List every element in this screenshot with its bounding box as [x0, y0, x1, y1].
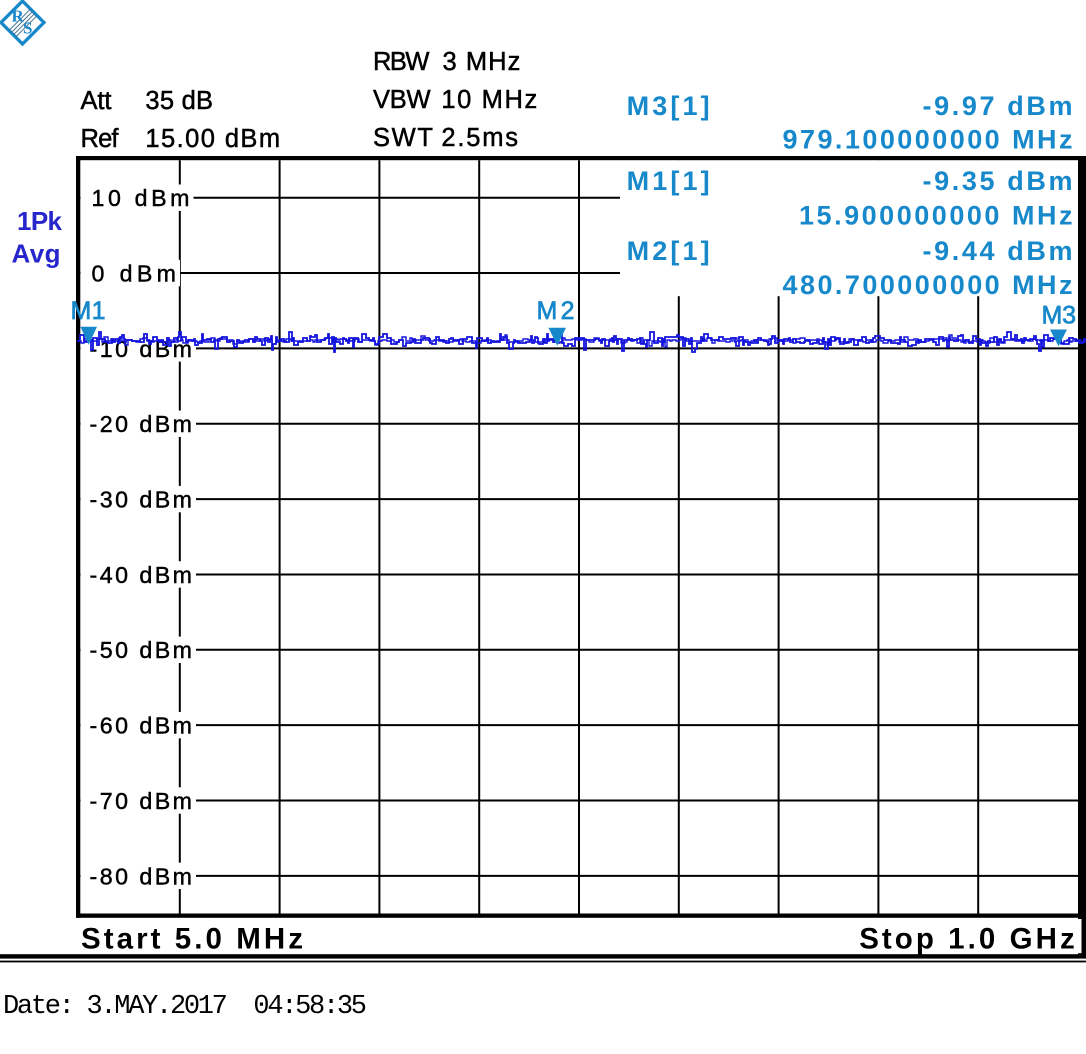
svg-text:15.00 dBm: 15.00 dBm	[145, 125, 280, 153]
svg-text:-9.44 dBm: -9.44 dBm	[923, 236, 1073, 266]
svg-text:-60 dBm: -60 dBm	[90, 713, 193, 739]
svg-text:Stop 1.0 GHz: Stop 1.0 GHz	[859, 923, 1074, 956]
svg-text:979.100000000 MHz: 979.100000000 MHz	[783, 124, 1073, 154]
svg-text:Att: Att	[81, 87, 112, 115]
svg-text:-40 dBm: -40 dBm	[90, 562, 193, 588]
svg-text:-20 dBm: -20 dBm	[90, 411, 193, 437]
svg-text:10 MHz: 10 MHz	[441, 86, 537, 114]
svg-text:10 dBm: 10 dBm	[92, 185, 190, 211]
svg-text:Date: 3.MAY.2017 04:58:35: Date: 3.MAY.2017 04:58:35	[3, 992, 367, 1022]
svg-text:3 MHz: 3 MHz	[443, 48, 521, 76]
svg-text:SWT: SWT	[373, 124, 433, 152]
svg-text:Avg: Avg	[12, 239, 61, 269]
svg-text:M3: M3	[1042, 302, 1077, 330]
svg-text:1Pk: 1Pk	[17, 206, 63, 236]
svg-text:-30 dBm: -30 dBm	[90, 487, 193, 513]
svg-text:RBW: RBW	[373, 48, 429, 76]
svg-text:M2: M2	[537, 297, 575, 325]
svg-text:R: R	[12, 7, 25, 26]
svg-text:-70 dBm: -70 dBm	[90, 788, 193, 814]
svg-text:15.900000000 MHz: 15.900000000 MHz	[799, 201, 1073, 231]
svg-text:35 dB: 35 dB	[145, 87, 213, 115]
svg-text:-50 dBm: -50 dBm	[90, 637, 193, 663]
svg-text:-80 dBm: -80 dBm	[90, 863, 193, 889]
svg-text:-9.35 dBm: -9.35 dBm	[923, 166, 1073, 196]
svg-text:Ref: Ref	[81, 125, 120, 153]
svg-text:VBW: VBW	[373, 86, 431, 114]
svg-text:2.5ms: 2.5ms	[441, 124, 518, 152]
svg-text:480.700000000 MHz: 480.700000000 MHz	[783, 270, 1073, 300]
svg-text:-9.97 dBm: -9.97 dBm	[923, 91, 1073, 121]
svg-text:S: S	[23, 19, 32, 38]
svg-text:M1: M1	[71, 297, 106, 325]
